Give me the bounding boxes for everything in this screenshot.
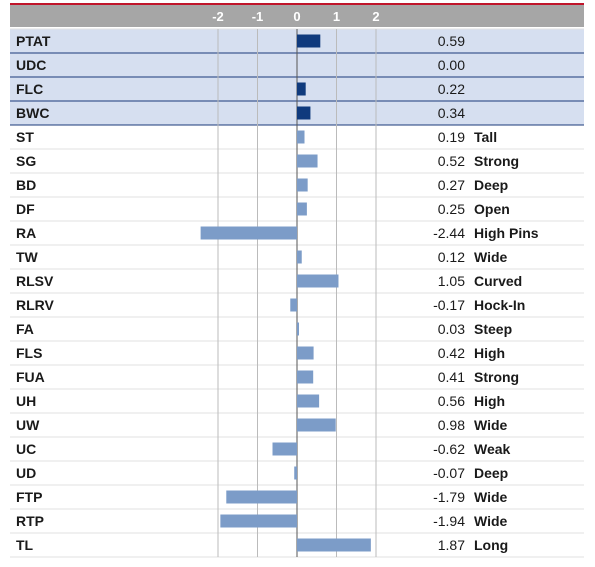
- trait-label: UW: [16, 417, 40, 433]
- bar: [297, 82, 306, 96]
- descriptor-label: High: [474, 345, 505, 361]
- bar: [297, 538, 371, 552]
- bar: [294, 466, 297, 480]
- trait-label: RA: [16, 225, 36, 241]
- value-label: 0.98: [438, 417, 465, 433]
- value-label: 0.34: [438, 105, 465, 121]
- descriptor-label: Wide: [474, 249, 508, 265]
- trait-label: RLSV: [16, 273, 54, 289]
- value-label: 0.03: [438, 321, 465, 337]
- bar: [297, 274, 339, 288]
- value-label: 0.12: [438, 249, 465, 265]
- bar: [297, 418, 336, 432]
- trait-label: BD: [16, 177, 36, 193]
- value-label: -1.79: [433, 489, 465, 505]
- bar: [200, 226, 297, 240]
- bar: [297, 106, 311, 120]
- trait-label: ST: [16, 129, 34, 145]
- header-top-line: [10, 3, 584, 5]
- trait-label: UH: [16, 393, 36, 409]
- trait-label: FA: [16, 321, 34, 337]
- trait-label: FTP: [16, 489, 42, 505]
- value-label: 1.87: [438, 537, 465, 553]
- descriptor-label: Tall: [474, 129, 497, 145]
- value-label: 0.22: [438, 81, 465, 97]
- trait-label: BWC: [16, 105, 49, 121]
- value-label: -0.17: [433, 297, 465, 313]
- value-label: 0.59: [438, 33, 465, 49]
- x-tick-label: -1: [252, 9, 264, 24]
- descriptor-label: Strong: [474, 153, 519, 169]
- trait-label: RLRV: [16, 297, 55, 313]
- trait-label: FLC: [16, 81, 43, 97]
- bar: [272, 442, 297, 456]
- descriptor-label: Deep: [474, 177, 508, 193]
- bar: [297, 346, 314, 360]
- bar: [297, 34, 321, 48]
- header-band: [10, 5, 584, 27]
- trait-label: PTAT: [16, 33, 51, 49]
- trait-label: FUA: [16, 369, 45, 385]
- value-label: 1.05: [438, 273, 465, 289]
- value-label: 0.41: [438, 369, 465, 385]
- value-label: 0.52: [438, 153, 465, 169]
- value-label: 0.19: [438, 129, 465, 145]
- trait-label: UD: [16, 465, 36, 481]
- descriptor-label: Hock-In: [474, 297, 525, 313]
- value-label: -2.44: [433, 225, 465, 241]
- descriptor-label: Wide: [474, 417, 508, 433]
- trait-label: TL: [16, 537, 34, 553]
- value-label: 0.00: [438, 57, 465, 73]
- bar: [290, 298, 297, 312]
- bar: [297, 178, 308, 192]
- descriptor-label: Steep: [474, 321, 512, 337]
- x-tick-label: 2: [372, 9, 379, 24]
- bar: [226, 490, 297, 504]
- bar: [297, 130, 305, 144]
- descriptor-label: Open: [474, 201, 510, 217]
- descriptor-label: Long: [474, 537, 508, 553]
- x-tick-label: 0: [293, 9, 300, 24]
- descriptor-label: Wide: [474, 489, 508, 505]
- trait-label: SG: [16, 153, 36, 169]
- bar: [297, 202, 307, 216]
- descriptor-label: Strong: [474, 369, 519, 385]
- trait-label: DF: [16, 201, 35, 217]
- value-label: -1.94: [433, 513, 465, 529]
- x-tick-label: 1: [333, 9, 340, 24]
- bar: [297, 322, 299, 336]
- bar: [297, 370, 314, 384]
- descriptor-label: High: [474, 393, 505, 409]
- trait-label: TW: [16, 249, 39, 265]
- value-label: 0.25: [438, 201, 465, 217]
- descriptor-label: Curved: [474, 273, 522, 289]
- descriptor-label: Weak: [474, 441, 511, 457]
- value-label: -0.62: [433, 441, 465, 457]
- trait-label: UC: [16, 441, 36, 457]
- bar: [297, 154, 318, 168]
- descriptor-label: Deep: [474, 465, 508, 481]
- trait-label: UDC: [16, 57, 46, 73]
- x-tick-label: -2: [212, 9, 224, 24]
- bar: [220, 514, 297, 528]
- bar: [297, 394, 320, 408]
- trait-label: RTP: [16, 513, 44, 529]
- bar: [297, 250, 302, 264]
- descriptor-label: Wide: [474, 513, 508, 529]
- value-label: -0.07: [433, 465, 465, 481]
- value-label: 0.56: [438, 393, 465, 409]
- descriptor-label: High Pins: [474, 225, 539, 241]
- value-label: 0.42: [438, 345, 465, 361]
- trait-label: FLS: [16, 345, 42, 361]
- value-label: 0.27: [438, 177, 465, 193]
